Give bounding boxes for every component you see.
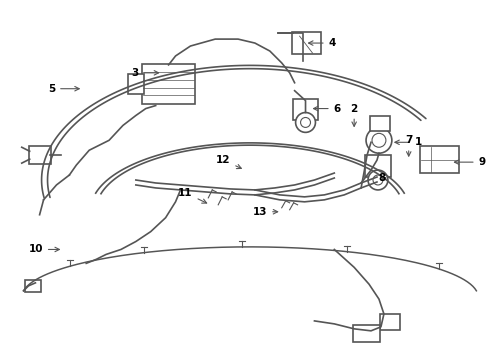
Text: 10: 10 [28, 244, 59, 255]
Text: 3: 3 [131, 68, 159, 78]
Text: 1: 1 [395, 137, 422, 147]
FancyBboxPatch shape [128, 74, 144, 94]
Text: 9: 9 [454, 157, 486, 167]
Circle shape [300, 117, 311, 127]
Text: 4: 4 [309, 38, 336, 48]
Circle shape [295, 113, 316, 132]
Text: 11: 11 [178, 188, 207, 203]
FancyBboxPatch shape [353, 325, 380, 342]
FancyBboxPatch shape [419, 146, 459, 173]
FancyBboxPatch shape [24, 280, 41, 292]
FancyBboxPatch shape [142, 64, 196, 104]
FancyBboxPatch shape [29, 146, 50, 164]
Text: 2: 2 [350, 104, 358, 126]
Text: 6: 6 [314, 104, 341, 113]
Circle shape [366, 127, 392, 153]
Text: 12: 12 [216, 155, 242, 168]
Circle shape [372, 133, 386, 147]
Text: 7: 7 [405, 135, 413, 156]
Text: 8: 8 [378, 173, 386, 183]
Circle shape [373, 175, 383, 185]
FancyBboxPatch shape [370, 116, 390, 131]
FancyBboxPatch shape [292, 32, 321, 54]
Text: 5: 5 [48, 84, 79, 94]
Circle shape [368, 170, 388, 190]
Text: 13: 13 [253, 207, 278, 217]
FancyBboxPatch shape [380, 314, 400, 330]
FancyBboxPatch shape [365, 155, 391, 177]
FancyBboxPatch shape [293, 99, 318, 121]
